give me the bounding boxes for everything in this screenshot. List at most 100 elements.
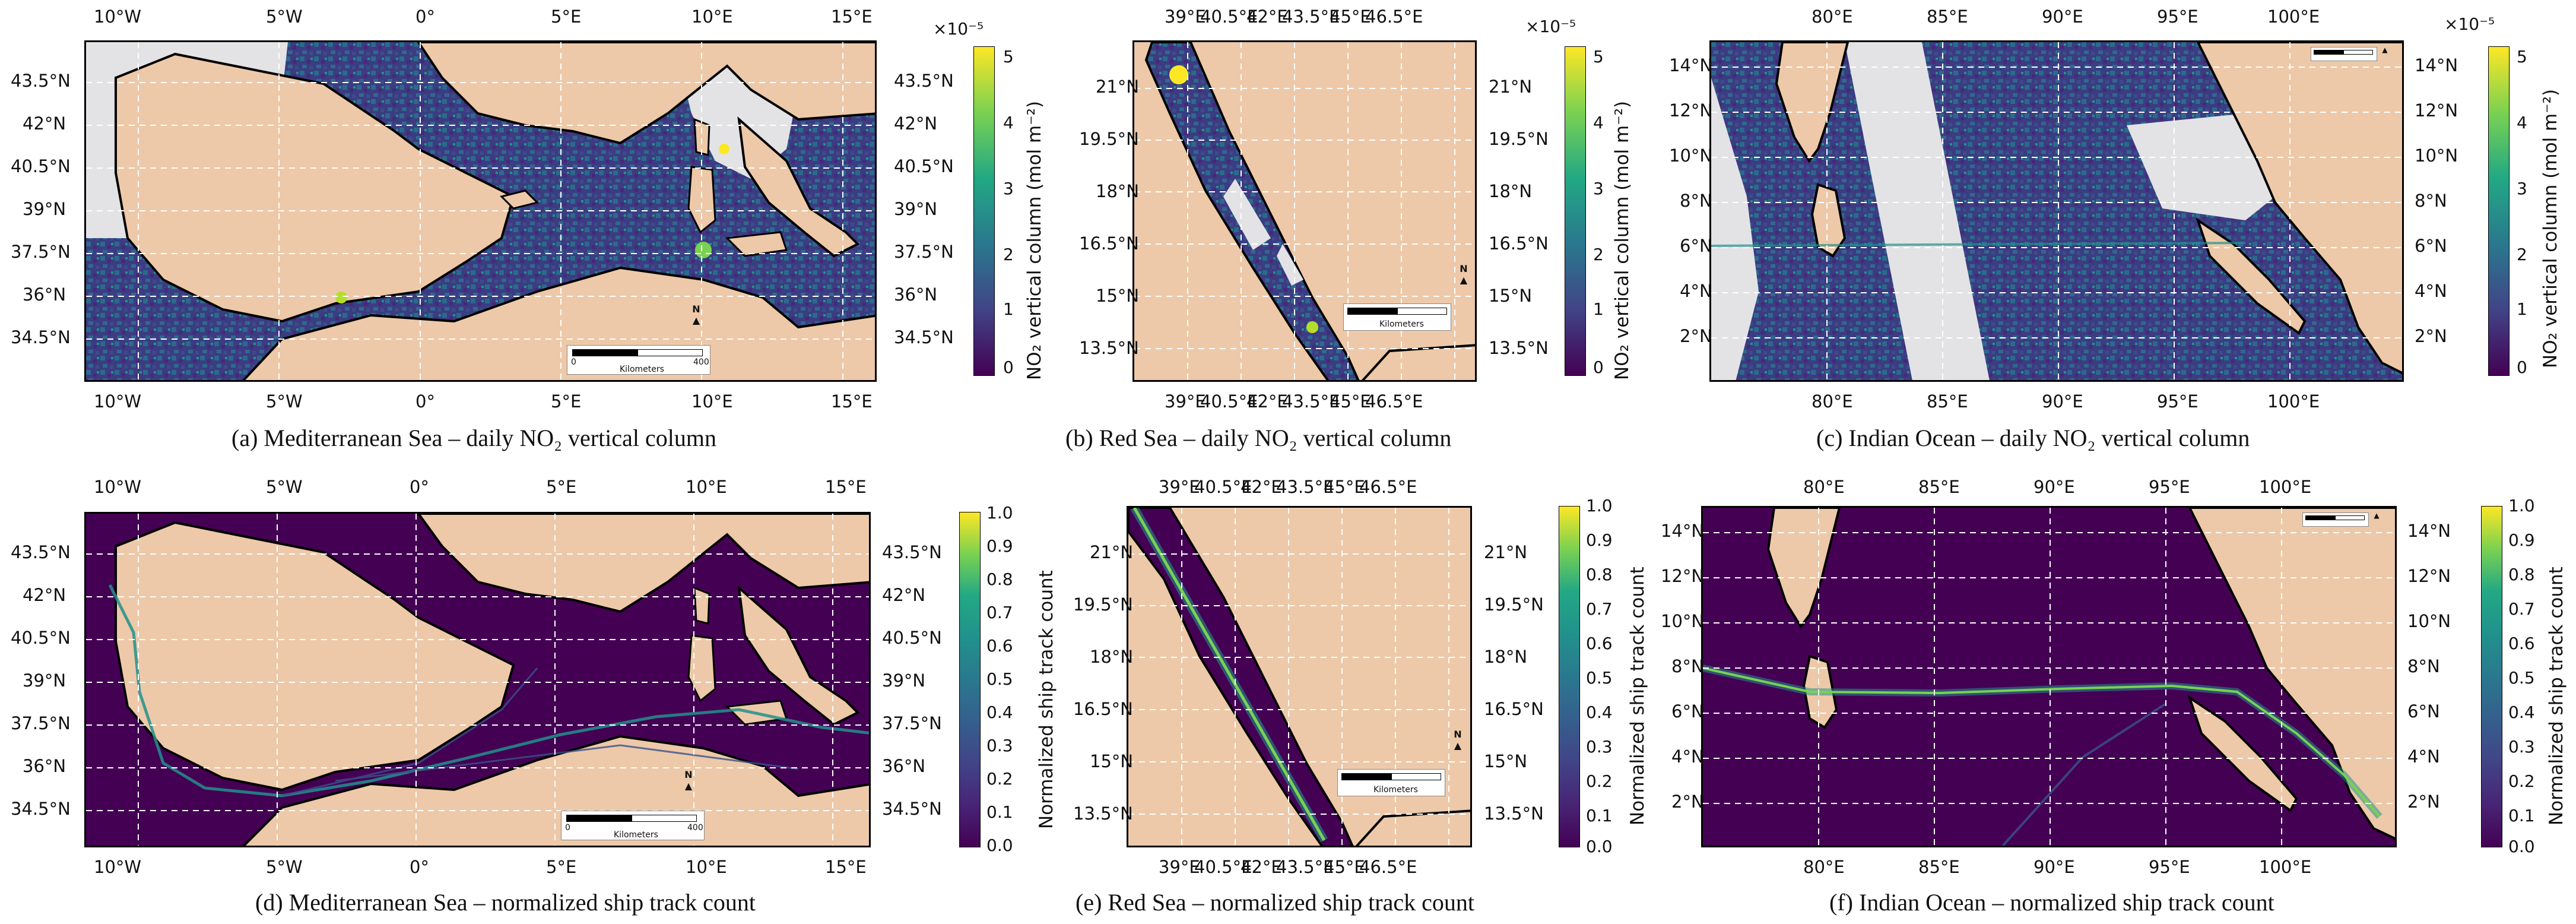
lat-tick-left: 6°N	[1671, 701, 1704, 722]
lat-tick-left: 12°N	[1661, 566, 1705, 586]
lon-tick-bottom: 46.5°E	[1359, 857, 1417, 877]
colorbar-tick: 0.2	[2508, 771, 2535, 791]
map-red-sea-ship: Kilometers N ▲	[1127, 506, 1472, 847]
scale-tick: 400	[687, 823, 703, 833]
colorbar-tick: 4	[1003, 113, 1014, 132]
lat-tick-right: 2°N	[2415, 326, 2447, 346]
caption: (f) Indian Ocean – normalized ship track…	[1829, 889, 2274, 916]
colorbar-tick: 0.4	[986, 703, 1013, 722]
lon-tick-top: 85°E	[1927, 7, 1968, 27]
lat-tick-left: 34.5°N	[11, 799, 71, 819]
lon-tick-bottom: 0°	[415, 391, 435, 412]
scale-unit: Kilometers	[1373, 785, 1418, 795]
caption: (e) Red Sea – normalized ship track coun…	[1076, 889, 1474, 916]
colorbar-tick: 0.1	[1586, 806, 1613, 825]
lat-tick-right: 15°N	[1489, 286, 1533, 306]
colorbar-tick: 3	[1593, 179, 1604, 198]
lat-tick-right: 21°N	[1484, 542, 1528, 562]
colorbar-tick: 0.7	[2508, 599, 2535, 619]
colorbar-label: NO₂ vertical column (mol m⁻²)	[1611, 100, 1633, 380]
colorbar-tick: 2	[1593, 245, 1604, 264]
lat-tick-right: 6°N	[2415, 236, 2447, 256]
colorbar-tick: 1.0	[2508, 496, 2535, 515]
lon-tick-bottom: 10°W	[94, 857, 142, 877]
north-label: N	[684, 769, 693, 780]
colorbar-tick: 0.9	[986, 536, 1013, 556]
lon-tick-top: 15°E	[831, 7, 873, 27]
caption: (b) Red Sea – daily NO₂ vertical column	[1065, 425, 1452, 451]
lat-tick-left: 21°N	[1090, 542, 1134, 562]
lon-tick-bottom: 80°E	[1812, 391, 1853, 412]
colorbar-exponent: ×10⁻⁵	[2444, 14, 2495, 34]
lat-tick-right: 19.5°N	[1484, 594, 1544, 615]
scale-unit: Kilometers	[1379, 319, 1424, 329]
lon-tick-bottom: 90°E	[2042, 391, 2083, 412]
lon-tick-bottom: 5°W	[266, 391, 303, 412]
lon-tick-top: 43.5°E	[1276, 477, 1334, 497]
lat-tick-right: 10°N	[2415, 145, 2458, 166]
lon-tick-bottom: 10°E	[686, 857, 727, 877]
lon-tick-top: 0°	[415, 7, 435, 27]
lon-tick-top: 10°E	[686, 477, 727, 497]
colorbar-ship	[2481, 506, 2502, 847]
lon-tick-top: 100°E	[2267, 7, 2320, 27]
lat-tick-right: 40.5°N	[882, 628, 942, 648]
lat-tick-left: 19.5°N	[1073, 594, 1133, 615]
colorbar-tick: 2	[2517, 245, 2527, 264]
lon-tick-bottom: 5°E	[551, 391, 582, 412]
colorbar-tick: 0.7	[986, 603, 1013, 622]
scale-bar: 0 400 Kilometers	[561, 811, 705, 840]
colorbar-tick: 5	[2517, 47, 2527, 67]
lat-tick-left: 18°N	[1096, 181, 1140, 201]
scale-bar: Kilometers	[1337, 769, 1445, 796]
lon-tick-top: 5°E	[546, 477, 577, 497]
lat-tick-left: 43.5°N	[11, 542, 71, 562]
lon-tick-top: 10°W	[94, 477, 142, 497]
colorbar-tick: 0.8	[1586, 565, 1613, 584]
colorbar-no2	[1565, 46, 1586, 376]
lon-tick-top: 90°E	[2042, 7, 2083, 27]
scale-bar: 0 400 Kilometers	[567, 345, 710, 375]
colorbar-tick: 0.5	[1586, 668, 1613, 688]
lat-tick-right: 37.5°N	[882, 713, 942, 733]
north-arrow-icon: N ▲	[684, 769, 693, 792]
lon-tick-bottom: 43.5°E	[1276, 857, 1334, 877]
lat-tick-right: 18°N	[1489, 181, 1533, 201]
lon-tick-bottom: 90°E	[2033, 857, 2075, 877]
colorbar-exponent: ×10⁻⁵	[933, 19, 984, 39]
lon-tick-bottom: 5°E	[546, 857, 577, 877]
lat-tick-left: 12°N	[1669, 100, 1713, 121]
lon-tick-top: 42°E	[1241, 477, 1282, 497]
colorbar-tick: 0.0	[2508, 837, 2535, 856]
lon-tick-bottom: 85°E	[1927, 391, 1968, 412]
lat-tick-right: 12°N	[2415, 100, 2458, 121]
colorbar-tick: 0.6	[986, 636, 1013, 656]
lat-tick-left: 37.5°N	[11, 242, 71, 262]
colorbar-tick: 0.9	[2508, 530, 2535, 550]
lon-tick-bottom: 39°E	[1165, 391, 1206, 412]
lat-tick-right: 4°N	[2407, 746, 2440, 767]
lat-tick-left: 18°N	[1090, 647, 1134, 667]
colorbar-tick: 4	[2517, 113, 2527, 132]
colorbar-tick: 0.7	[1586, 599, 1613, 619]
lat-tick-left: 14°N	[1661, 521, 1705, 541]
colorbar-tick: 0.9	[1586, 530, 1613, 550]
colorbar-ship	[959, 512, 981, 847]
lon-tick-bottom: 95°E	[2149, 857, 2190, 877]
lat-tick-left: 36°N	[23, 284, 66, 305]
caption: (a) Mediterranean Sea – daily NO₂ vertic…	[231, 425, 716, 451]
lon-tick-bottom: 0°	[410, 857, 429, 877]
lon-tick-bottom: 10°E	[691, 391, 733, 412]
colorbar-tick: 1.0	[1586, 496, 1613, 515]
colorbar-label: NO₂ vertical column (mol m⁻²)	[2540, 88, 2561, 368]
north-arrow-icon: ▲	[2374, 511, 2380, 520]
lat-tick-right: 14°N	[2415, 55, 2458, 75]
map-mediterranean-no2: 0 400 Kilometers N ▲	[84, 40, 877, 382]
lon-tick-top: 0°	[410, 477, 429, 497]
lon-tick-top: 85°E	[1918, 477, 1960, 497]
lat-tick-right: 18°N	[1484, 647, 1528, 667]
colorbar-exponent: ×10⁻⁵	[1525, 17, 1576, 36]
colorbar-label: Normalized ship track count	[1627, 567, 1648, 825]
lon-tick-bottom: 80°E	[1803, 857, 1845, 877]
colorbar-tick: 0.8	[2508, 565, 2535, 584]
